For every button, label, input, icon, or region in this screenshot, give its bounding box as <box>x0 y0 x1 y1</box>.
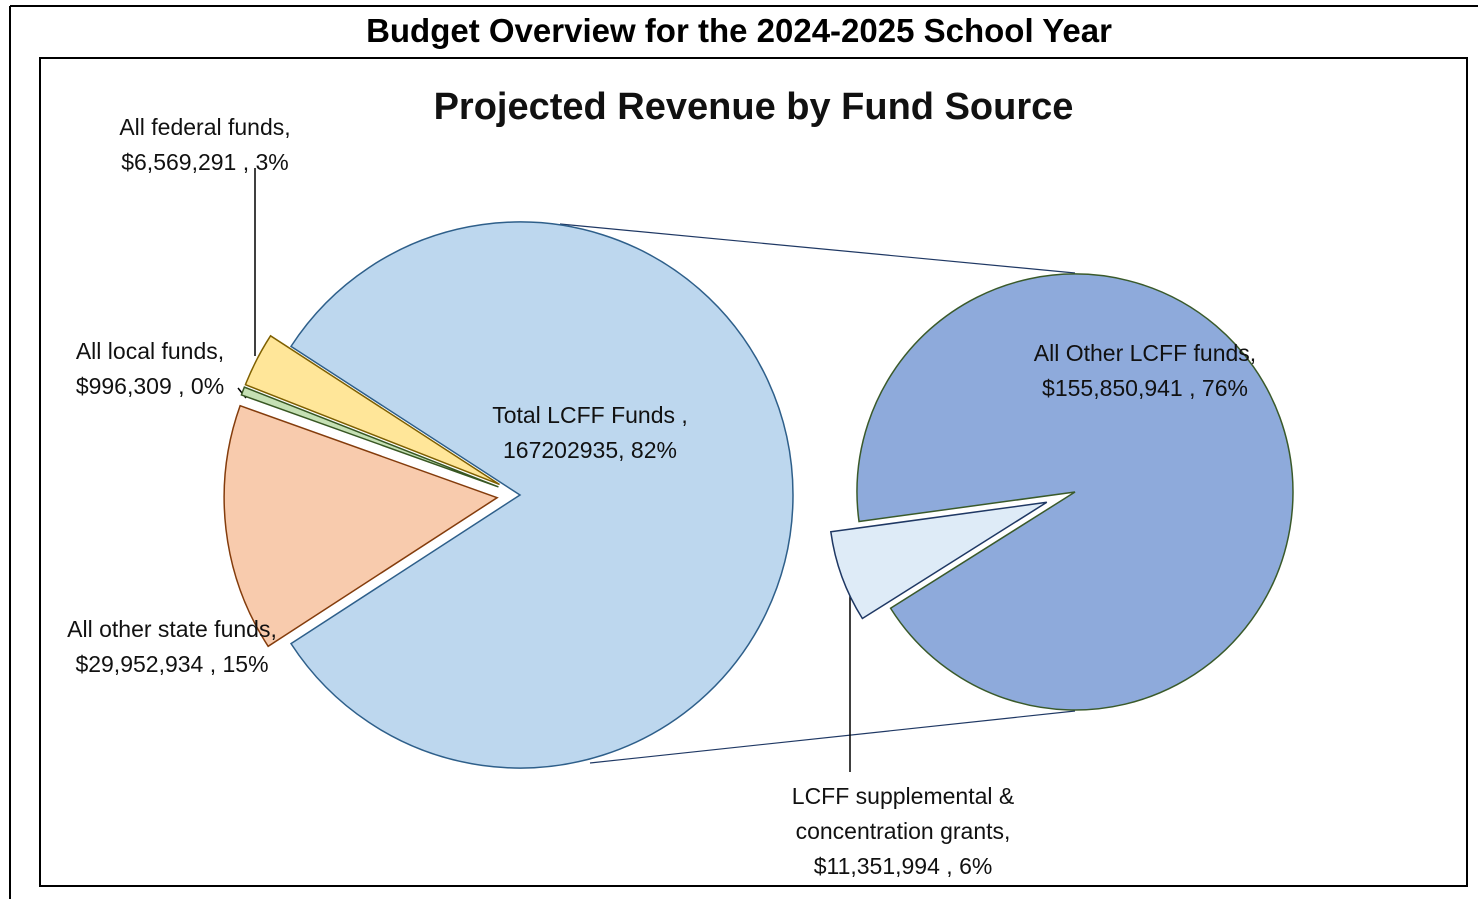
label-value: $996,309 , <box>75 373 185 399</box>
label-percent: 0% <box>190 373 225 399</box>
label-value: $29,952,934 , <box>75 651 217 677</box>
label-name: All other state funds, <box>67 616 277 642</box>
slice <box>244 334 500 486</box>
header: Budget Overview for the 2024-2025 School… <box>366 12 1112 49</box>
slice <box>223 404 499 648</box>
slice <box>856 273 1294 711</box>
label-name: Total LCFF Funds , <box>492 402 688 428</box>
label-value: 167202935, <box>503 437 625 463</box>
slice <box>240 386 499 488</box>
label-value: $6,569,291 , <box>121 149 250 175</box>
label-value: $155,850,941 , <box>1042 375 1196 401</box>
slice <box>289 221 794 769</box>
slice <box>829 501 1048 620</box>
label-percent: 6% <box>959 853 993 879</box>
chart-title: Projected Revenue by Fund Source <box>433 86 1074 128</box>
connector <box>559 223 1076 274</box>
data-label: Total LCFF Funds , 167202935, 82% <box>470 398 710 468</box>
chart-frame <box>39 57 1468 887</box>
data-label: All local funds, $996,309 , 0% <box>40 334 260 404</box>
label-percent: 3% <box>255 149 289 175</box>
slices <box>223 221 1294 769</box>
label-value: $11,351,994 , <box>813 853 953 879</box>
label-percent: 76% <box>1201 375 1248 401</box>
data-label: All Other LCFF funds, $155,850,941 , 76% <box>1005 336 1285 406</box>
data-label: All federal funds, $6,569,291 , 3% <box>80 110 330 180</box>
label-name: All local funds, <box>75 338 225 364</box>
data-label: LCFF supplemental & concentration grants… <box>773 779 1033 884</box>
connector <box>589 710 1076 764</box>
label-name: All federal funds, <box>119 114 291 140</box>
label-name: LCFF supplemental & concentration grants… <box>791 783 1015 844</box>
label-percent: 15% <box>222 651 269 677</box>
label-percent: 82% <box>630 437 677 463</box>
label-name: All Other LCFF funds, <box>1033 340 1257 366</box>
data-label: All other state funds, $29,952,934 , 15% <box>42 612 302 682</box>
